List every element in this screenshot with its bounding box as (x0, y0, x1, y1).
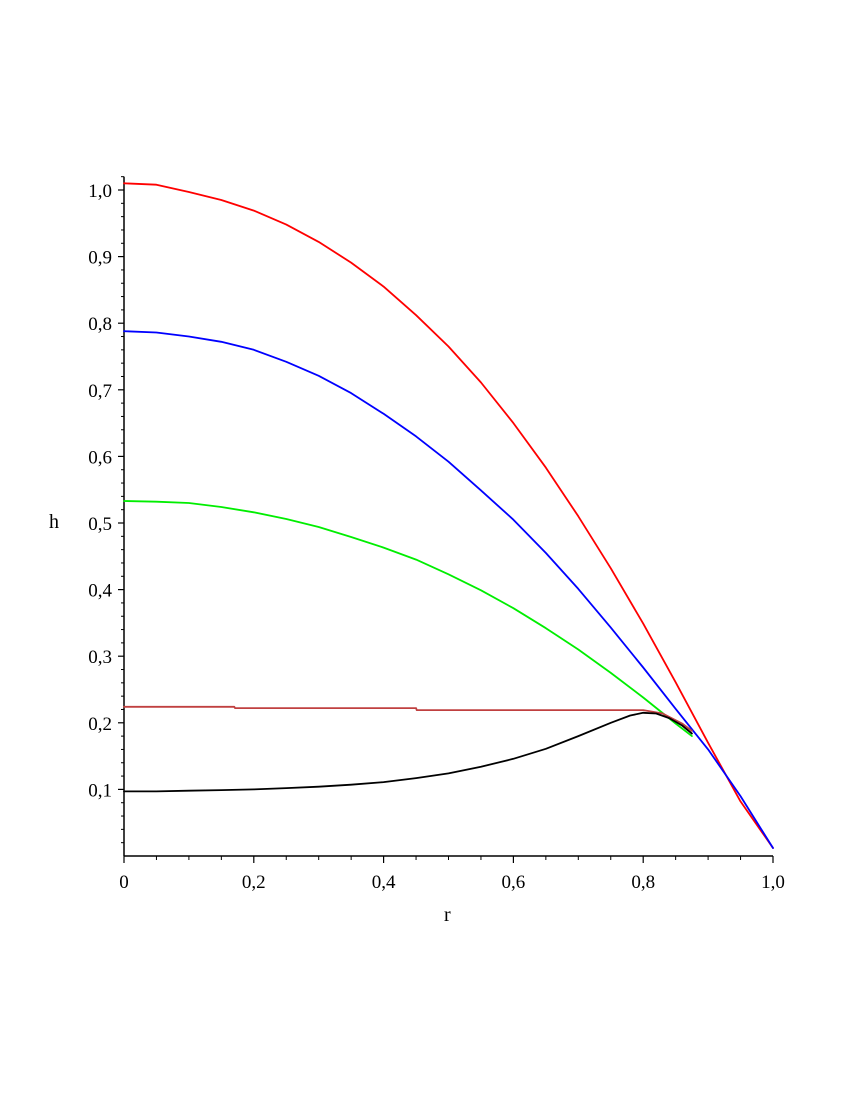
y-tick-label: 0,1 (88, 780, 112, 801)
y-tick-label: 0,4 (88, 581, 112, 602)
x-tick-label: 0 (119, 872, 129, 893)
y-tick-label: 0,5 (88, 514, 112, 535)
x-tick-label: 1,0 (761, 872, 785, 893)
series-lines (123, 182, 774, 849)
series-line-1 (123, 182, 774, 849)
x-tick-label: 0,2 (242, 872, 266, 893)
y-axis-label: h (49, 511, 59, 533)
x-tick-label: 0,4 (372, 872, 396, 893)
y-tick-label: 1,0 (88, 181, 112, 202)
y-axis: 0,1 0,2 0,3 0,4 0,5 0,6 0,7 0,8 0,9 1,0 (88, 176, 125, 856)
y-tick-label: 0,9 (88, 248, 112, 269)
x-tick-label: 0,8 (631, 872, 655, 893)
y-tick-label: 0,6 (88, 447, 112, 468)
x-axis: 0 0,2 0,4 0,6 0,8 1,0 (119, 855, 785, 893)
y-tick-label: 0,2 (88, 714, 112, 735)
series-line-4 (123, 705, 693, 732)
y-tick-label: 0,7 (88, 381, 112, 402)
x-tick-label: 0,6 (502, 872, 526, 893)
series-line-2 (123, 330, 774, 849)
y-tick-label: 0,8 (88, 314, 112, 335)
y-tick-label: 0,3 (88, 647, 112, 668)
series-line-3 (123, 500, 693, 737)
series-line-5 (123, 711, 693, 793)
x-axis-label: r (444, 904, 451, 926)
